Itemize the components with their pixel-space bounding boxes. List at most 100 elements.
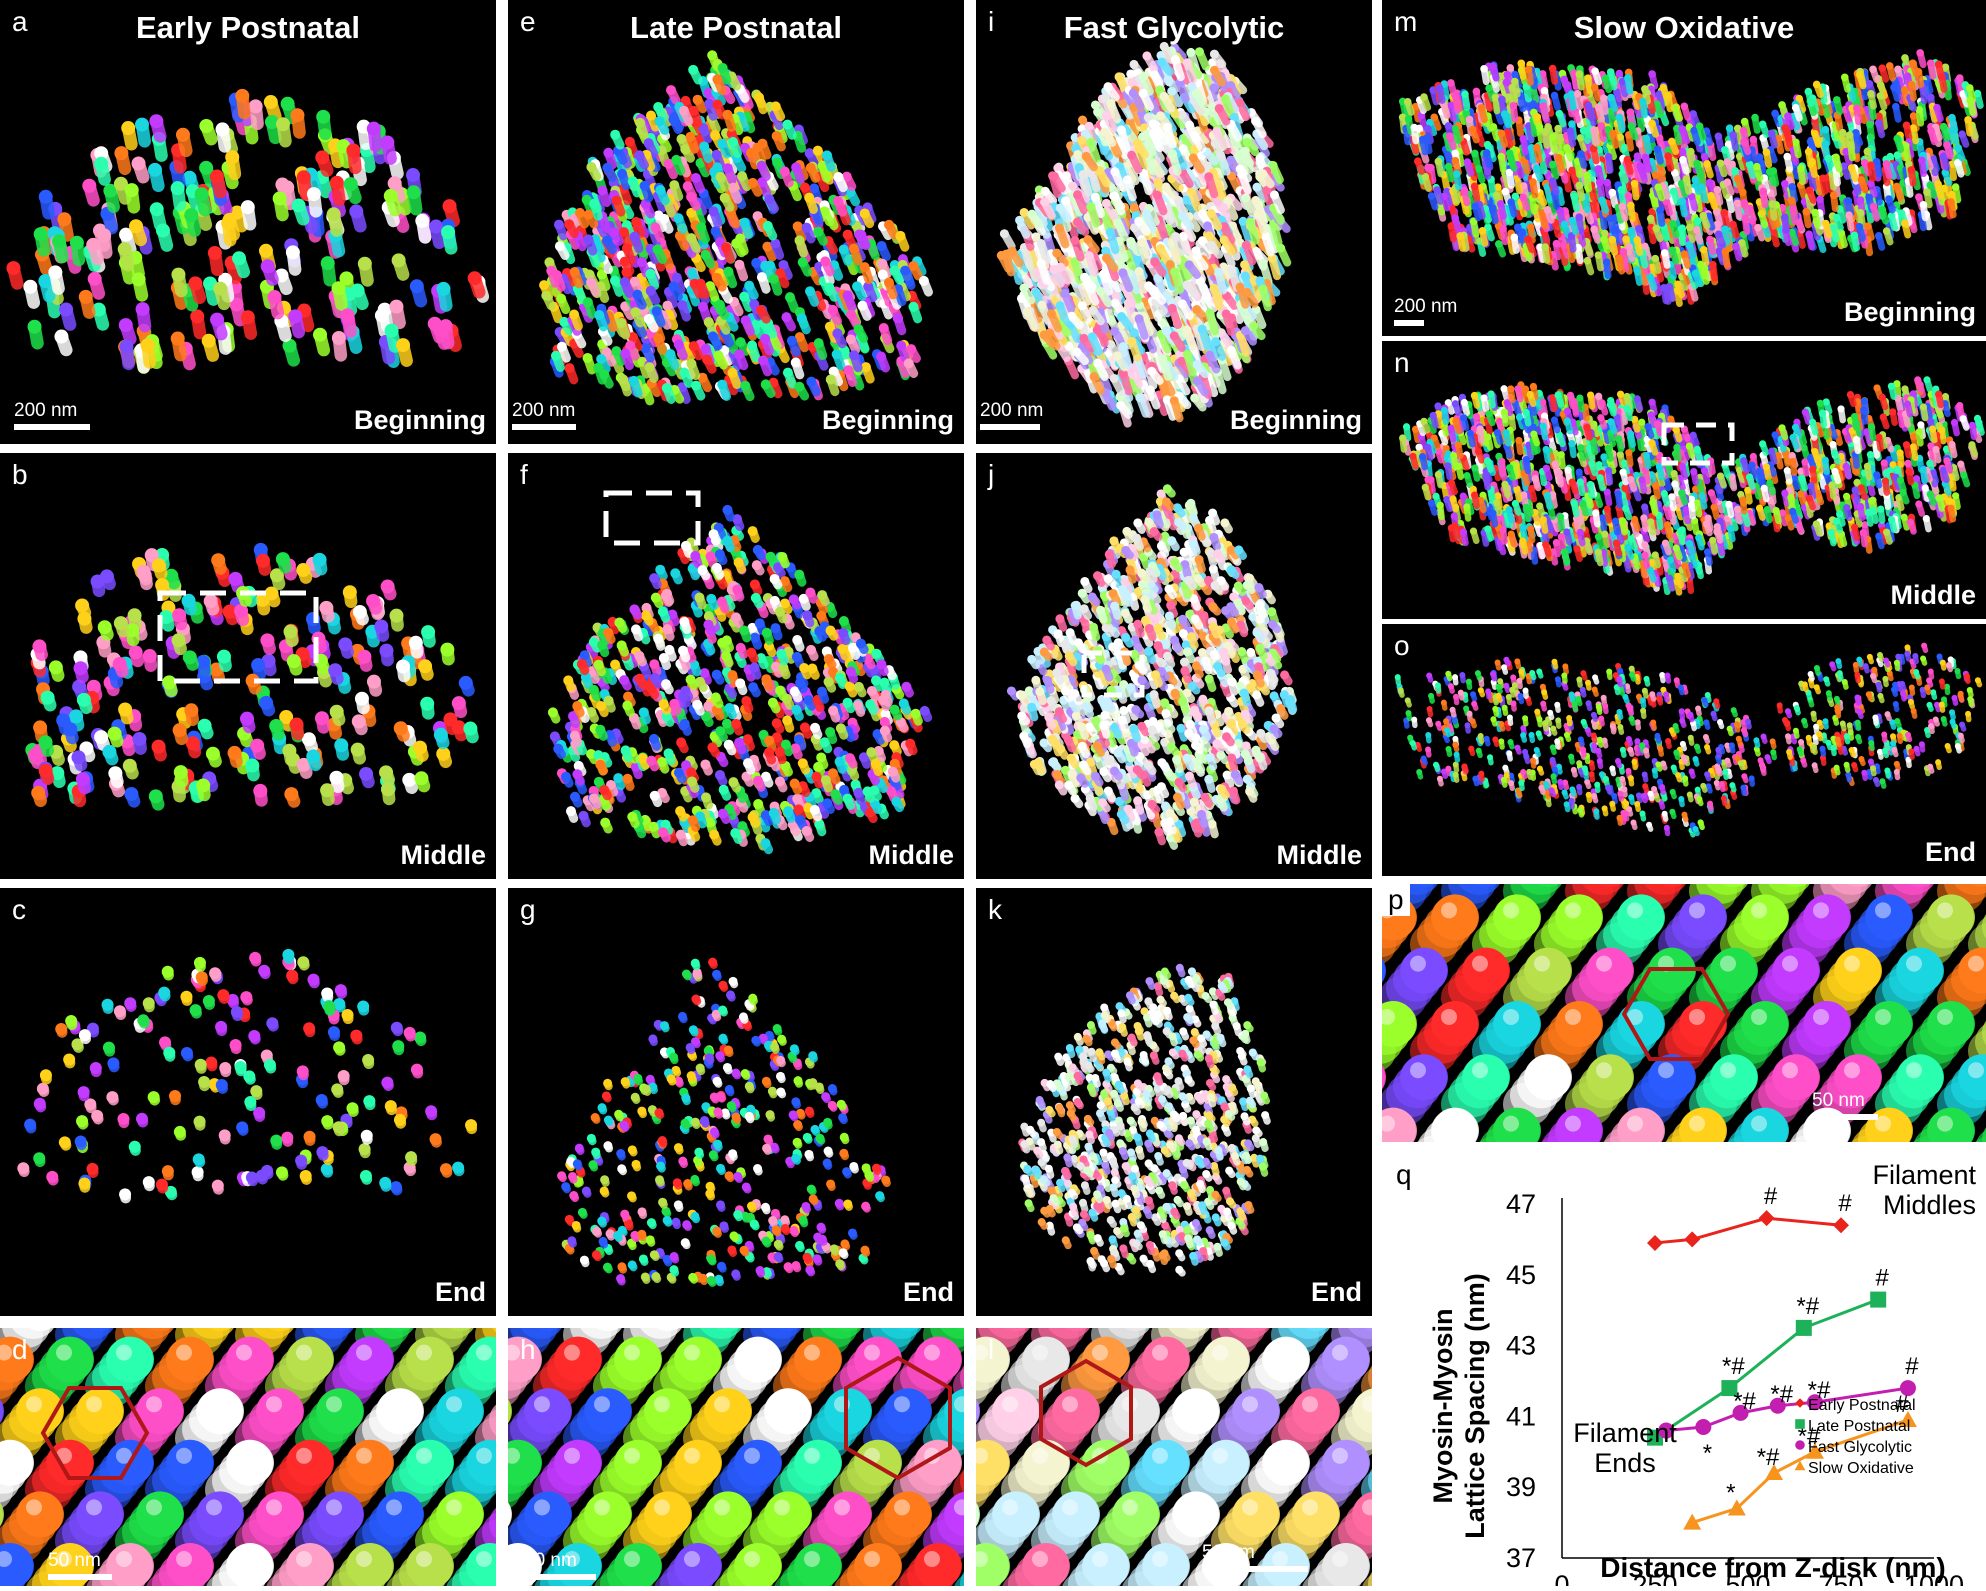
scale-bar: 50 nm (524, 1550, 596, 1580)
section-position-label: Middle (1277, 840, 1363, 871)
panel-label-h: h (520, 1334, 536, 1366)
panel-label-f: f (520, 459, 528, 491)
y-tick-label: 47 (1506, 1189, 1536, 1219)
filament-render-p (1382, 884, 1986, 1142)
significance-mark: # (1838, 1190, 1852, 1217)
panel-label-p: p (1382, 884, 1410, 916)
significance-mark: * (1703, 1440, 1712, 1467)
scale-bar-label: 50 nm (48, 1550, 112, 1572)
filament-render-o (1382, 624, 1986, 876)
y-tick-label: 41 (1506, 1401, 1536, 1431)
scale-bar-label: 50 nm (1812, 1090, 1878, 1112)
series-line-1 (1655, 1300, 1878, 1438)
panel-label-d: d (12, 1334, 28, 1366)
significance-mark: * (1726, 1479, 1735, 1506)
scale-bar-label: 50 nm (1202, 1542, 1308, 1564)
scale-bar: 200 nm (14, 400, 90, 430)
filament-render-e (508, 0, 964, 444)
filament-render-h (508, 1328, 964, 1586)
scale-bar-line (48, 1574, 112, 1580)
panel-f: f Middle (508, 453, 964, 879)
y-tick-label: 39 (1506, 1472, 1536, 1502)
data-point (1647, 1235, 1663, 1251)
significance-mark: *# (1796, 1293, 1819, 1320)
scale-bar: 50 nm (1202, 1542, 1308, 1572)
scale-bar: 50 nm (1812, 1090, 1878, 1120)
legend-entry: Slow Oxidative (1808, 1460, 1914, 1477)
panel-j: j Middle (976, 453, 1372, 879)
filament-render-b (0, 453, 496, 879)
scale-bar-label: 200 nm (980, 400, 1043, 422)
x-axis-label: Distance from Z-disk (nm) (1600, 1552, 1945, 1583)
column-title: Fast Glycolytic (976, 10, 1372, 46)
significance-mark: # (1876, 1265, 1890, 1292)
significance-mark: *# (1757, 1444, 1780, 1471)
filament-render-k (976, 888, 1372, 1316)
legend-marker (1795, 1419, 1805, 1429)
y-tick-label: 45 (1506, 1260, 1536, 1290)
section-position-label: End (435, 1277, 486, 1308)
scale-bar-line (1812, 1114, 1878, 1120)
data-point (1684, 1231, 1700, 1247)
legend-marker (1795, 1440, 1805, 1450)
filament-render-n (1382, 341, 1986, 619)
data-point (1870, 1292, 1886, 1308)
section-position-label: Beginning (354, 405, 486, 436)
filament-render-g (508, 888, 964, 1316)
panel-label-k: k (988, 894, 1002, 926)
significance-mark: # (1764, 1183, 1778, 1210)
scale-bar-label: 200 nm (14, 400, 90, 422)
column-title: Slow Oxidative (1382, 10, 1986, 46)
annotation-middles-line1: Filament (1872, 1160, 1976, 1190)
scale-bar-line (1202, 1566, 1308, 1572)
annotation-ends-line2: Ends (1594, 1448, 1656, 1478)
scale-bar-line (512, 424, 576, 430)
panel-label-o: o (1394, 630, 1410, 662)
data-point (1796, 1320, 1812, 1336)
panel-label-j: j (988, 459, 994, 491)
data-point (1695, 1419, 1711, 1435)
annotation-ends-line1: Filament (1573, 1418, 1677, 1448)
legend-entry: Early Postnatal (1808, 1397, 1916, 1414)
filament-render-l (976, 1328, 1372, 1586)
panel-o: o End (1382, 624, 1986, 876)
panel-label-g: g (520, 894, 536, 926)
scale-bar-line (980, 424, 1040, 430)
scale-bar-label: 50 nm (524, 1550, 596, 1572)
panel-label-n: n (1394, 347, 1410, 379)
section-position-label: Middle (869, 840, 955, 871)
series-line-0 (1655, 1218, 1841, 1243)
panel-p: p 50 nm (1382, 884, 1986, 1142)
data-point (1759, 1210, 1775, 1226)
section-position-label: End (1925, 837, 1976, 868)
y-axis-label-line2: Lattice Spacing (nm) (1460, 1273, 1490, 1539)
scale-bar: 200 nm (512, 400, 576, 430)
section-position-label: End (903, 1277, 954, 1308)
scale-bar-line (524, 1574, 596, 1580)
scale-bar-label: 200 nm (1394, 296, 1457, 318)
significance-mark: *# (1722, 1353, 1745, 1380)
data-point (1833, 1217, 1849, 1233)
panel-l: l 50 nm (976, 1328, 1372, 1586)
panel-label-l: l (988, 1334, 994, 1366)
panel-h: h 50 nm (508, 1328, 964, 1586)
filament-render-a (0, 0, 496, 444)
legend-entry: Fast Glycolytic (1808, 1439, 1912, 1456)
filament-render-m (1382, 0, 1986, 336)
section-position-label: Middle (401, 840, 487, 871)
section-position-label: Beginning (822, 405, 954, 436)
filament-render-j (976, 453, 1372, 879)
scale-bar: 200 nm (1394, 296, 1457, 326)
section-position-label: Beginning (1230, 405, 1362, 436)
scale-bar-label: 200 nm (512, 400, 576, 422)
x-tick-label: 0 (1554, 1570, 1569, 1586)
section-position-label: Beginning (1844, 297, 1976, 328)
scale-bar-line (1394, 320, 1424, 326)
filament-render-i (976, 0, 1372, 444)
